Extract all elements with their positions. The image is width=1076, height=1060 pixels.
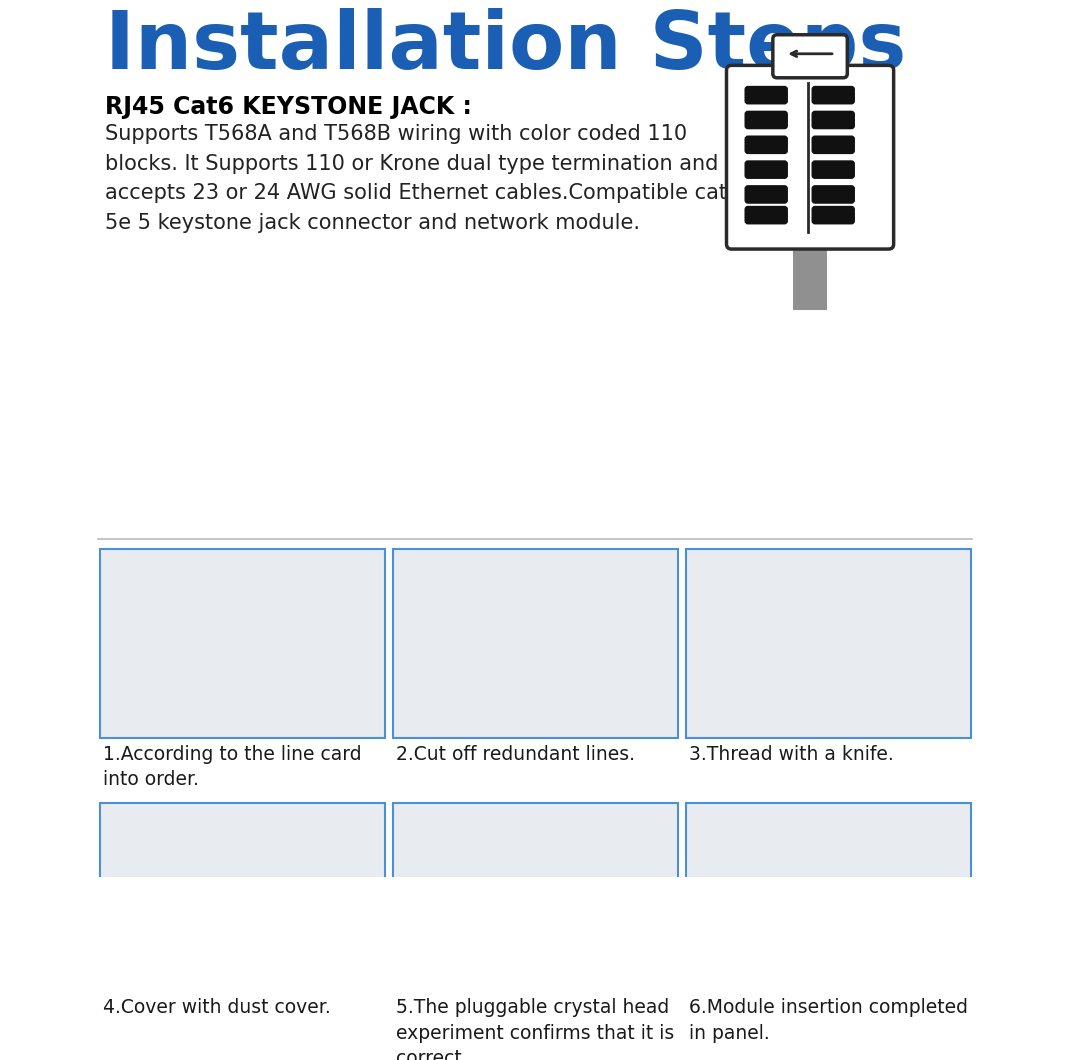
FancyBboxPatch shape (812, 111, 854, 128)
FancyBboxPatch shape (100, 802, 385, 991)
Text: Supports T568A and T568B wiring with color coded 110
blocks. It Supports 110 or : Supports T568A and T568B wiring with col… (105, 124, 747, 233)
FancyBboxPatch shape (686, 549, 971, 738)
FancyBboxPatch shape (746, 111, 787, 128)
FancyBboxPatch shape (746, 161, 787, 178)
FancyBboxPatch shape (746, 187, 787, 202)
FancyBboxPatch shape (746, 137, 787, 153)
FancyBboxPatch shape (812, 137, 854, 153)
Text: Installation Steps: Installation Steps (105, 8, 906, 86)
Text: 2.Cut off redundant lines.: 2.Cut off redundant lines. (396, 745, 635, 763)
FancyBboxPatch shape (393, 549, 678, 738)
FancyBboxPatch shape (746, 207, 787, 224)
FancyBboxPatch shape (746, 87, 787, 104)
Text: 4.Cover with dust cover.: 4.Cover with dust cover. (103, 997, 331, 1017)
FancyBboxPatch shape (812, 207, 854, 224)
FancyBboxPatch shape (100, 549, 385, 738)
FancyBboxPatch shape (812, 187, 854, 202)
FancyBboxPatch shape (773, 35, 847, 77)
Text: 1.According to the line card
into order.: 1.According to the line card into order. (103, 745, 362, 790)
Text: 3.Thread with a knife.: 3.Thread with a knife. (690, 745, 894, 763)
Polygon shape (793, 240, 827, 311)
Text: 6.Module insertion completed
in panel.: 6.Module insertion completed in panel. (690, 997, 968, 1043)
FancyBboxPatch shape (393, 802, 678, 991)
FancyBboxPatch shape (812, 161, 854, 178)
FancyBboxPatch shape (812, 87, 854, 104)
FancyBboxPatch shape (686, 802, 971, 991)
Text: 5.The pluggable crystal head
experiment confirms that it is
correct.: 5.The pluggable crystal head experiment … (396, 997, 675, 1060)
FancyBboxPatch shape (726, 66, 894, 249)
Text: RJ45 Cat6 KEYSTONE JACK :: RJ45 Cat6 KEYSTONE JACK : (105, 95, 472, 119)
